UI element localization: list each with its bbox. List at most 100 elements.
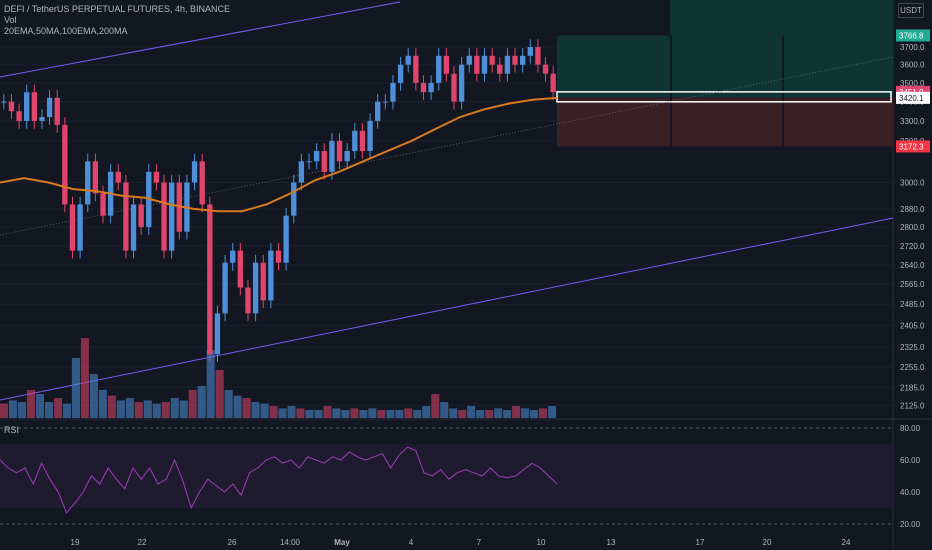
volume-bar [539, 408, 548, 418]
rsi-pane [0, 427, 893, 525]
zone-gap [782, 0, 784, 147]
candle-body [382, 101, 388, 103]
candle-body [344, 151, 350, 162]
candle-body [260, 262, 266, 301]
price-tick: 2185.0 [900, 383, 925, 392]
target-zone-upper [670, 0, 893, 36]
volume-bar [206, 350, 215, 418]
candle-body [420, 82, 427, 93]
candle-body [481, 55, 488, 74]
entry-box [556, 91, 892, 103]
candle-body [512, 55, 518, 65]
candle-body [207, 204, 213, 355]
volume-bar [332, 408, 341, 418]
candle-body [390, 82, 396, 102]
volume-bar [197, 386, 206, 418]
candle-body [428, 82, 434, 93]
price-tick: 2800.0 [900, 223, 925, 232]
candle-body [329, 140, 335, 172]
target-zone [557, 35, 893, 98]
candle-body [298, 161, 305, 183]
currency-button[interactable]: USDT [898, 3, 924, 18]
volume-bar [71, 358, 80, 418]
target-price-label: 3766.8 [899, 31, 924, 40]
volume-bar [512, 406, 521, 418]
candle-body [397, 64, 404, 83]
volume-bar [107, 395, 116, 418]
candle-body [230, 250, 236, 263]
zone-gap [670, 0, 672, 147]
volume-bar [494, 408, 503, 418]
volume-bar [170, 398, 179, 418]
candle-body [199, 161, 205, 205]
entry-price-label: 3420.1 [899, 94, 924, 103]
volume-bar [314, 410, 323, 418]
volume-bar [143, 400, 152, 418]
candle-body [245, 287, 251, 314]
time-tick: 17 [696, 538, 705, 547]
volume-bar [476, 410, 485, 418]
candle-body [161, 182, 167, 251]
volume-bar [449, 408, 458, 418]
candle-body [54, 97, 60, 125]
price-tick: 3000.0 [900, 179, 925, 188]
candlesticks [1, 39, 556, 363]
candle-body [527, 47, 533, 56]
stop-price-label: 3172.3 [899, 142, 924, 151]
rsi-line [0, 446, 558, 514]
candle-body [169, 182, 175, 251]
volume-bar [251, 402, 260, 418]
volume-bar [413, 410, 422, 418]
price-tick: 2485.0 [900, 300, 925, 309]
candle-body [474, 55, 480, 74]
time-tick: May [334, 538, 350, 547]
volume-bar [278, 408, 287, 418]
time-tick: 13 [607, 538, 616, 547]
volume-bar [287, 406, 296, 418]
candle-body [252, 262, 259, 314]
candle-body [283, 215, 289, 263]
volume-bar [125, 398, 134, 418]
volume-bar [422, 406, 431, 418]
candle-body [466, 55, 472, 65]
candle-body [375, 101, 381, 121]
volume-bar [503, 410, 512, 418]
volume-bar [224, 390, 233, 418]
channel-lower [0, 217, 894, 401]
candle-body [69, 204, 76, 251]
candle-body [24, 92, 30, 121]
stop-zone [557, 97, 893, 147]
candle-body [138, 204, 144, 228]
candle-body [39, 117, 45, 121]
target-price-label-bg [896, 29, 930, 42]
volume-bar [26, 390, 36, 418]
volume-bar [323, 406, 332, 418]
volume-bars [0, 338, 557, 418]
rsi-tick: 20.00 [900, 520, 921, 529]
time-tick: 4 [409, 538, 414, 547]
candle-body [77, 204, 83, 251]
candle-body [85, 161, 91, 205]
price-tick: 2255.0 [900, 363, 925, 372]
volume-bar [305, 410, 314, 418]
candle-body [8, 101, 15, 112]
price-tick: 2325.0 [900, 343, 925, 352]
volume-bar [467, 406, 476, 418]
candle-body [313, 151, 320, 162]
volume-bar [350, 408, 359, 418]
volume-bar [359, 410, 368, 418]
volume-bar [377, 410, 386, 418]
volume-bar [188, 390, 197, 418]
candle-body [336, 140, 343, 162]
candle-body [237, 250, 244, 288]
time-tick: 19 [71, 538, 80, 547]
candle-body [123, 182, 129, 251]
price-tick: 3600.0 [900, 61, 925, 70]
candle-body [352, 130, 358, 152]
volume-bar [458, 410, 467, 418]
volume-bar [44, 402, 54, 418]
volume-bar [80, 338, 89, 418]
volume-bar [89, 374, 98, 418]
